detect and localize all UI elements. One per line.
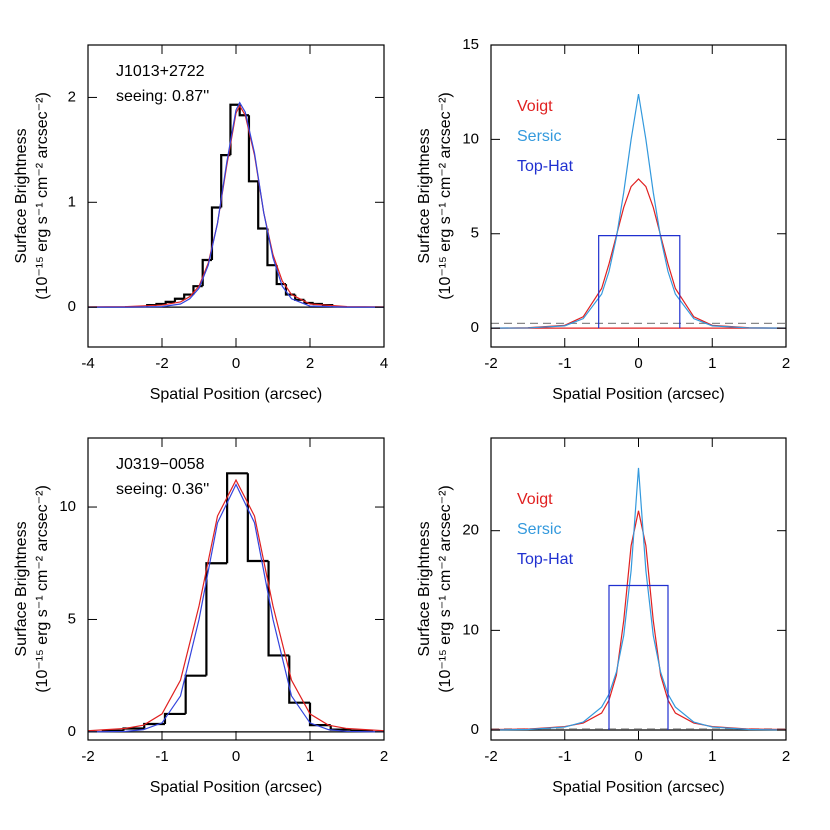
y-tick-label: 0: [471, 319, 479, 336]
y-axis-label: (10⁻¹⁵ erg s⁻¹ cm⁻² arcsec⁻²): [34, 485, 51, 693]
y-axis-label: (10⁻¹⁵ erg s⁻¹ cm⁻² arcsec⁻²): [34, 92, 51, 300]
y-tick-label: 15: [462, 36, 479, 53]
x-tick-label: 1: [708, 355, 716, 372]
plot-frame: [490, 437, 787, 741]
x-tick-label: 2: [782, 748, 790, 765]
y-axis-label: Surface Brightness: [13, 128, 30, 263]
x-tick-label: 2: [306, 355, 314, 372]
plot-area: [88, 101, 384, 308]
x-tick-label: 0: [232, 748, 240, 765]
x-tick-label: -4: [81, 355, 94, 372]
y-tick-label: 5: [68, 610, 76, 627]
curve: [491, 93, 786, 329]
curve: [88, 104, 384, 308]
y-tick-label: 0: [68, 298, 76, 315]
y-tick-label: 2: [68, 88, 76, 105]
x-axis-label: Spatial Position (arcsec): [150, 779, 323, 796]
x-tick-label: -1: [558, 355, 571, 372]
curve: [88, 483, 384, 733]
y-tick-label: 0: [68, 723, 76, 740]
curve: [608, 584, 669, 731]
histogram-bin: [173, 297, 185, 302]
histogram-bin: [226, 472, 248, 564]
plot-frame: [490, 44, 787, 348]
histogram-bin: [267, 561, 290, 657]
curve: [598, 235, 681, 329]
y-axis-label: Surface Brightness: [416, 128, 433, 263]
x-axis-label: Spatial Position (arcsec): [552, 779, 725, 796]
x-axis-label: Spatial Position (arcsec): [552, 386, 725, 403]
histogram-bin: [246, 473, 269, 563]
plot-area: [88, 472, 384, 733]
x-tick-label: -2: [81, 748, 94, 765]
x-tick-label: 2: [380, 748, 388, 765]
y-axis-label: (10⁻¹⁵ erg s⁻¹ cm⁻² arcsec⁻²): [437, 92, 454, 300]
histogram-bin: [210, 206, 222, 260]
curve: [88, 478, 384, 732]
histogram-bin: [205, 562, 228, 676]
curve: [491, 510, 786, 731]
y-axis-label: Surface Brightness: [13, 521, 30, 656]
annotation: seeing: 0.36'': [116, 481, 209, 498]
y-axis-label: Surface Brightness: [416, 521, 433, 656]
y-tick-label: 1: [68, 193, 76, 210]
histogram-bin: [220, 154, 231, 208]
legend-entry: Top-Hat: [517, 158, 574, 175]
curve: [88, 101, 384, 308]
legend-entry: Voigt: [517, 491, 553, 508]
x-axis-label: Spatial Position (arcsec): [150, 386, 323, 403]
x-tick-label: -2: [484, 355, 497, 372]
legend-entry: Top-Hat: [517, 551, 574, 568]
histogram-bin: [275, 265, 286, 286]
x-tick-label: -2: [484, 748, 497, 765]
y-tick-label: 10: [462, 621, 479, 638]
y-tick-label: 20: [462, 522, 479, 539]
x-tick-label: 4: [380, 355, 388, 372]
x-tick-label: -1: [155, 748, 168, 765]
histogram-bin: [247, 115, 259, 183]
annotation: J0319−0058: [116, 456, 205, 473]
legend-entry: Sersic: [517, 128, 561, 145]
x-tick-label: 0: [232, 355, 240, 372]
histogram-bin: [183, 293, 194, 299]
histogram-bin: [164, 300, 175, 305]
y-tick-label: 10: [462, 130, 479, 147]
x-tick-label: 2: [782, 355, 790, 372]
x-tick-label: 0: [634, 355, 642, 372]
y-tick-label: 0: [471, 721, 479, 738]
histogram-bin: [184, 674, 207, 714]
x-tick-label: 1: [708, 748, 716, 765]
legend-entry: Voigt: [517, 98, 553, 115]
legend-entry: Sersic: [517, 521, 561, 538]
y-axis-label: (10⁻¹⁵ erg s⁻¹ cm⁻² arcsec⁻²): [437, 485, 454, 693]
x-tick-label: 0: [634, 748, 642, 765]
x-tick-label: 1: [306, 748, 314, 765]
x-tick-label: -2: [155, 355, 168, 372]
plot-area: [491, 93, 786, 329]
curve: [491, 178, 786, 329]
histogram-bin: [266, 228, 277, 267]
y-tick-label: 5: [471, 225, 479, 242]
histogram-bin: [257, 181, 268, 230]
annotation: J1013+2722: [116, 63, 205, 80]
histogram-bin: [308, 702, 331, 727]
x-tick-label: -1: [558, 748, 571, 765]
y-tick-label: 10: [59, 498, 76, 515]
annotation: seeing: 0.87'': [116, 88, 209, 105]
histogram-bin: [163, 712, 186, 725]
curve: [491, 467, 786, 731]
plot-area: [491, 467, 786, 731]
